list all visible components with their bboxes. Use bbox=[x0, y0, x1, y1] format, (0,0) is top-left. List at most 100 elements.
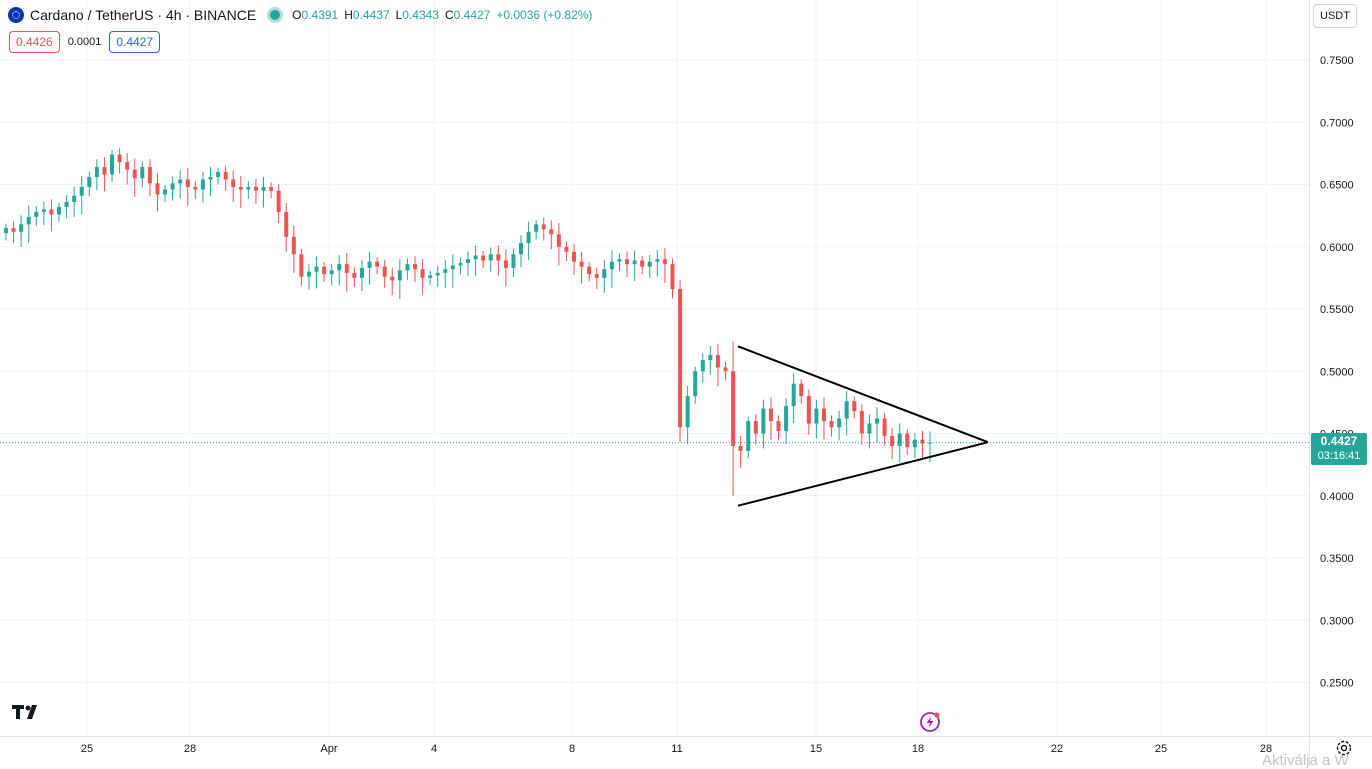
close-label: C bbox=[444, 8, 454, 22]
time-tick-label: 11 bbox=[671, 743, 682, 755]
sell-button[interactable]: 0.4426 bbox=[9, 31, 60, 53]
candle-body bbox=[685, 396, 690, 428]
candle-body bbox=[594, 274, 599, 278]
spread-value: 0.0001 bbox=[67, 36, 102, 48]
candle-body bbox=[897, 433, 902, 446]
time-tick-label: Apr bbox=[320, 743, 337, 755]
candle-body bbox=[367, 261, 372, 268]
candle-body bbox=[34, 211, 39, 217]
candle-body bbox=[511, 254, 516, 268]
candle-body bbox=[632, 260, 637, 265]
low-label: L bbox=[395, 8, 403, 22]
candle-body bbox=[859, 411, 864, 434]
candle-body bbox=[87, 177, 92, 187]
candle-body bbox=[534, 224, 539, 232]
open-value: 0.4391 bbox=[301, 8, 339, 22]
candle-body bbox=[829, 421, 834, 428]
candle-body bbox=[647, 261, 652, 267]
symbol-title[interactable]: Cardano / TetherUS · 4h · BINANCE bbox=[30, 7, 257, 23]
candle-body bbox=[110, 154, 115, 175]
candle-body bbox=[852, 401, 857, 412]
candle-body bbox=[466, 259, 470, 263]
candle-body bbox=[253, 186, 258, 191]
candle-body bbox=[284, 211, 289, 237]
candle-body bbox=[450, 265, 455, 270]
candle-body bbox=[549, 229, 554, 235]
low-value: 0.4343 bbox=[402, 8, 439, 22]
candle-body bbox=[806, 396, 811, 424]
candle-body bbox=[715, 355, 720, 368]
candle-body bbox=[170, 183, 175, 190]
candle-body bbox=[458, 262, 463, 266]
candle-body bbox=[617, 259, 622, 262]
time-tick-label: 8 bbox=[569, 743, 575, 755]
candle-body bbox=[519, 243, 524, 255]
candle-body bbox=[314, 266, 319, 272]
candle-body bbox=[882, 418, 887, 436]
last-price-value: 0.4427 bbox=[1320, 434, 1358, 448]
candle-body bbox=[329, 270, 334, 275]
price-tick-label: 0.6000 bbox=[1320, 242, 1354, 254]
candle-body bbox=[223, 172, 228, 180]
candle-body bbox=[731, 371, 736, 446]
candle-body bbox=[57, 206, 62, 215]
candle-body bbox=[481, 255, 486, 261]
candle-body bbox=[359, 267, 364, 278]
bar-countdown: 03:16:41 bbox=[1317, 450, 1361, 462]
candle-body bbox=[564, 246, 569, 252]
candle-body bbox=[261, 186, 266, 191]
candle-body bbox=[193, 186, 198, 190]
time-tick-label: 22 bbox=[1051, 743, 1063, 755]
candle-body bbox=[216, 172, 221, 178]
candle-body bbox=[405, 264, 410, 271]
candle-body bbox=[291, 236, 296, 255]
price-tick-label: 0.4000 bbox=[1320, 491, 1354, 503]
candle-body bbox=[768, 408, 773, 422]
candle-body bbox=[79, 186, 84, 196]
candle-body bbox=[19, 224, 24, 232]
candle-body bbox=[905, 433, 910, 448]
currency-button[interactable]: USDT bbox=[1313, 4, 1357, 28]
candle-body bbox=[874, 418, 879, 424]
candle-body bbox=[678, 289, 683, 428]
candle-body bbox=[428, 275, 433, 278]
market-status-icon[interactable] bbox=[270, 10, 281, 20]
candle-body bbox=[503, 260, 508, 268]
triangle-lower-trendline bbox=[737, 441, 989, 507]
candle-body bbox=[867, 423, 872, 434]
candle-body bbox=[185, 179, 190, 187]
buy-button[interactable]: 0.4427 bbox=[109, 31, 161, 53]
flash-icon[interactable] bbox=[919, 711, 941, 738]
candle-body bbox=[344, 264, 349, 273]
candle-body bbox=[140, 167, 145, 179]
candle-body bbox=[587, 266, 592, 275]
time-tick-label: 18 bbox=[912, 743, 924, 755]
candle-body bbox=[844, 401, 849, 419]
symbol-header: Cardano / TetherUS · 4h · BINANCE O0.439… bbox=[8, 5, 592, 25]
quote-row: 0.4426 0.0001 0.4427 bbox=[9, 31, 161, 53]
candle-body bbox=[753, 421, 758, 434]
candle-body bbox=[700, 360, 705, 372]
settings-gear-icon[interactable] bbox=[1335, 739, 1353, 762]
price-tick-label: 0.7000 bbox=[1320, 117, 1354, 129]
cardano-logo-icon bbox=[8, 7, 24, 23]
candle-body bbox=[208, 177, 213, 180]
candle-body bbox=[738, 445, 743, 451]
tradingview-logo-icon[interactable] bbox=[12, 703, 44, 726]
candle-body bbox=[420, 269, 425, 278]
price-tick-label: 0.7500 bbox=[1320, 55, 1354, 67]
candle-body bbox=[670, 264, 675, 290]
time-tick-label: 28 bbox=[184, 743, 196, 755]
candle-body bbox=[526, 231, 531, 244]
candle-body bbox=[890, 435, 895, 446]
candle-body bbox=[231, 179, 236, 187]
candle-body bbox=[723, 367, 728, 372]
candle-body bbox=[26, 216, 31, 225]
candle-body bbox=[64, 201, 69, 207]
candle-body bbox=[746, 421, 751, 451]
candle-body bbox=[246, 186, 251, 190]
candle-body bbox=[776, 421, 781, 432]
close-value: 0.4427 bbox=[453, 8, 491, 22]
candle-body bbox=[72, 195, 77, 202]
